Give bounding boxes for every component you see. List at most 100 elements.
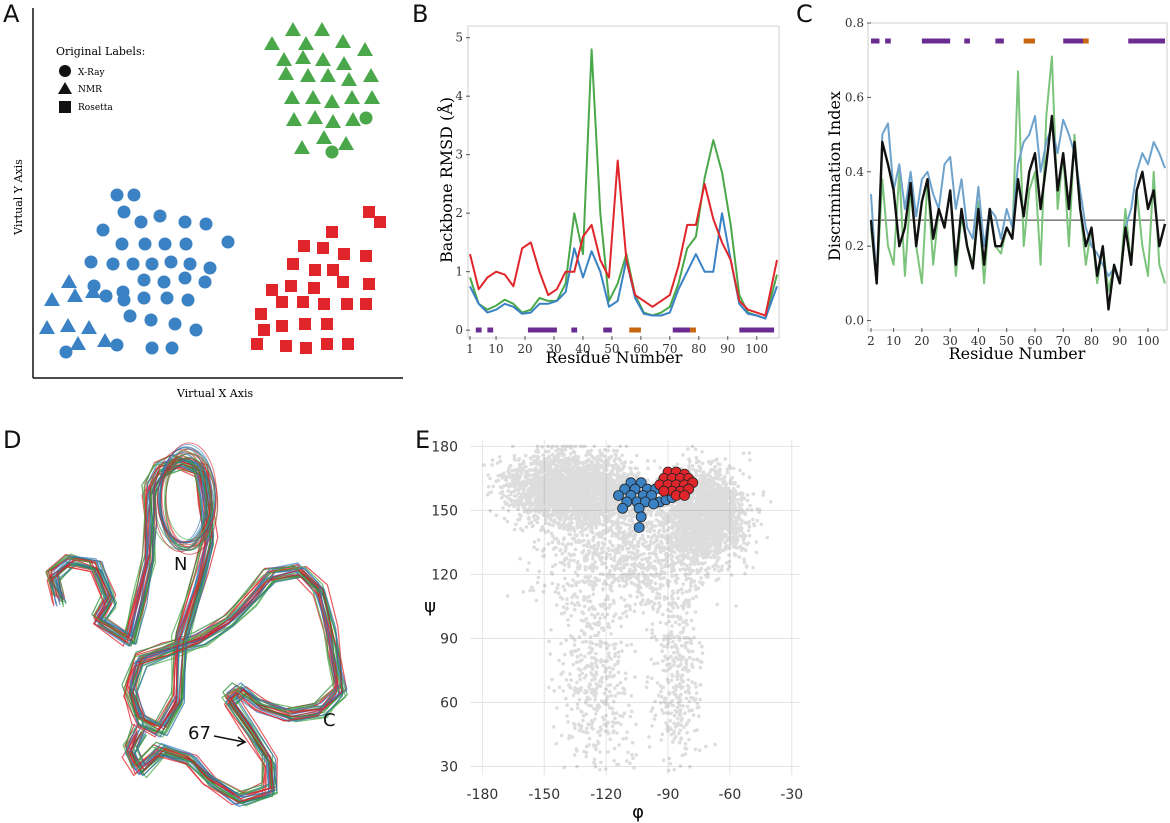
panel-b-structure-bars: [475, 327, 775, 333]
structure-bar-purple: [1128, 38, 1165, 44]
x-tick-label: 80: [1084, 334, 1099, 348]
point-xray: [117, 205, 131, 219]
point-xray: [123, 309, 137, 323]
x-tick-label: -60: [718, 787, 741, 803]
structure-bar-orange: [690, 327, 696, 333]
series-line-red: [469, 159, 778, 317]
backbone-strand: [50, 456, 342, 797]
panel-d-protein-structure: N C 67: [45, 442, 348, 807]
x-tick-label: 40: [971, 334, 986, 348]
x-tick-label: 60: [633, 342, 648, 356]
point-nmr: [61, 274, 77, 288]
panel-e-background-points: [482, 444, 773, 773]
point-nmr: [341, 72, 357, 86]
x-tick-label: 10: [488, 342, 503, 356]
x-tick-label: 60: [1027, 334, 1042, 348]
y-tick-label: 0.4: [845, 165, 864, 179]
panel-c-ylabel: Discrimination Index: [825, 91, 844, 261]
point-rosetta: [363, 206, 375, 218]
panel-c: Residue Number Discrimination Index 2 10 2…: [825, 16, 1168, 363]
point-rosetta: [276, 320, 288, 332]
highlight-point-red: [679, 490, 690, 501]
point-rosetta: [298, 240, 310, 252]
structure-bar-orange: [1083, 38, 1089, 44]
point-rosetta: [341, 298, 353, 310]
point-rosetta: [309, 264, 321, 276]
residue-67-arrowhead: [236, 736, 247, 747]
point-nmr: [338, 136, 354, 150]
series-line-black: [869, 114, 1167, 311]
loop-strand: [157, 447, 216, 543]
x-tick-label: 100: [1137, 334, 1160, 348]
point-nmr: [286, 112, 302, 126]
panel-a-points: [39, 22, 386, 359]
point-xray: [168, 317, 182, 331]
point-xray: [110, 188, 124, 202]
structure-bar-purple: [885, 38, 891, 44]
legend-label-nmr: NMR: [78, 85, 102, 95]
y-tick-label: 90: [440, 631, 458, 647]
panel-b-frame: [467, 25, 780, 339]
point-nmr: [67, 288, 83, 302]
x-tick-label: 50: [999, 334, 1014, 348]
y-tick-label: 4: [455, 89, 463, 103]
point-nmr: [336, 56, 352, 70]
x-tick-label: 1: [466, 342, 474, 356]
point-rosetta: [258, 324, 270, 336]
highlight-point-blue: [613, 490, 624, 501]
point-xray: [138, 237, 152, 251]
x-tick-label: 50: [604, 342, 619, 356]
point-rosetta: [255, 308, 267, 320]
point-xray: [145, 341, 159, 355]
point-rosetta: [300, 342, 312, 354]
point-nmr: [295, 50, 311, 64]
x-tick-label: 2: [867, 334, 875, 348]
x-tick-label: 80: [691, 342, 706, 356]
point-nmr: [307, 110, 323, 124]
highlight-point-blue: [648, 498, 659, 510]
point-rosetta: [317, 242, 329, 254]
y-tick-label: 0.8: [845, 16, 864, 30]
panel-e-grid: -180 -150 -120 -90 -60 -30 30 60 90 120 150 180: [431, 439, 803, 803]
point-xray: [198, 275, 212, 289]
point-nmr: [314, 22, 330, 36]
panel-c-lines: [869, 55, 1167, 311]
panel-e-ylabel: ψ: [424, 596, 436, 617]
series-line-blue: [469, 212, 778, 320]
point-nmr: [335, 34, 351, 48]
panel-b-lines: [469, 48, 778, 320]
structure-bar-orange: [1023, 38, 1035, 44]
point-xray: [221, 235, 235, 249]
structure-bar-purple: [527, 327, 557, 333]
point-xray: [189, 323, 203, 337]
panel-a: Virtual X Axis Virtual Y Axis Original L…: [12, 8, 403, 400]
legend-label-rosetta: Rosetta: [78, 103, 113, 113]
point-xray: [203, 261, 217, 275]
point-xray: [179, 237, 193, 251]
point-xray: [178, 215, 192, 229]
panel-c-structure-bars: [871, 38, 1165, 44]
residue-67-arrow: [213, 735, 245, 743]
point-nmr: [294, 140, 310, 154]
point-xray: [359, 111, 373, 125]
point-rosetta: [363, 278, 375, 290]
point-xray: [144, 313, 158, 327]
point-nmr: [324, 94, 340, 108]
panel-a-ylabel: Virtual Y Axis: [12, 159, 25, 236]
point-nmr: [278, 66, 294, 80]
point-nmr: [344, 90, 360, 104]
structure-bar-purple: [964, 38, 970, 44]
point-xray: [160, 291, 174, 305]
backbone-strand: [55, 463, 343, 804]
residue-67-label: 67: [188, 723, 211, 744]
loop-strand: [161, 442, 218, 548]
backbone-strand: [45, 461, 335, 797]
point-xray: [157, 275, 171, 289]
panel-letter-b: B: [412, 0, 429, 28]
loop-strand: [158, 451, 206, 551]
point-xray: [145, 257, 159, 271]
x-tick-label: -180: [466, 787, 498, 803]
point-rosetta: [266, 284, 278, 296]
point-xray: [165, 341, 179, 355]
